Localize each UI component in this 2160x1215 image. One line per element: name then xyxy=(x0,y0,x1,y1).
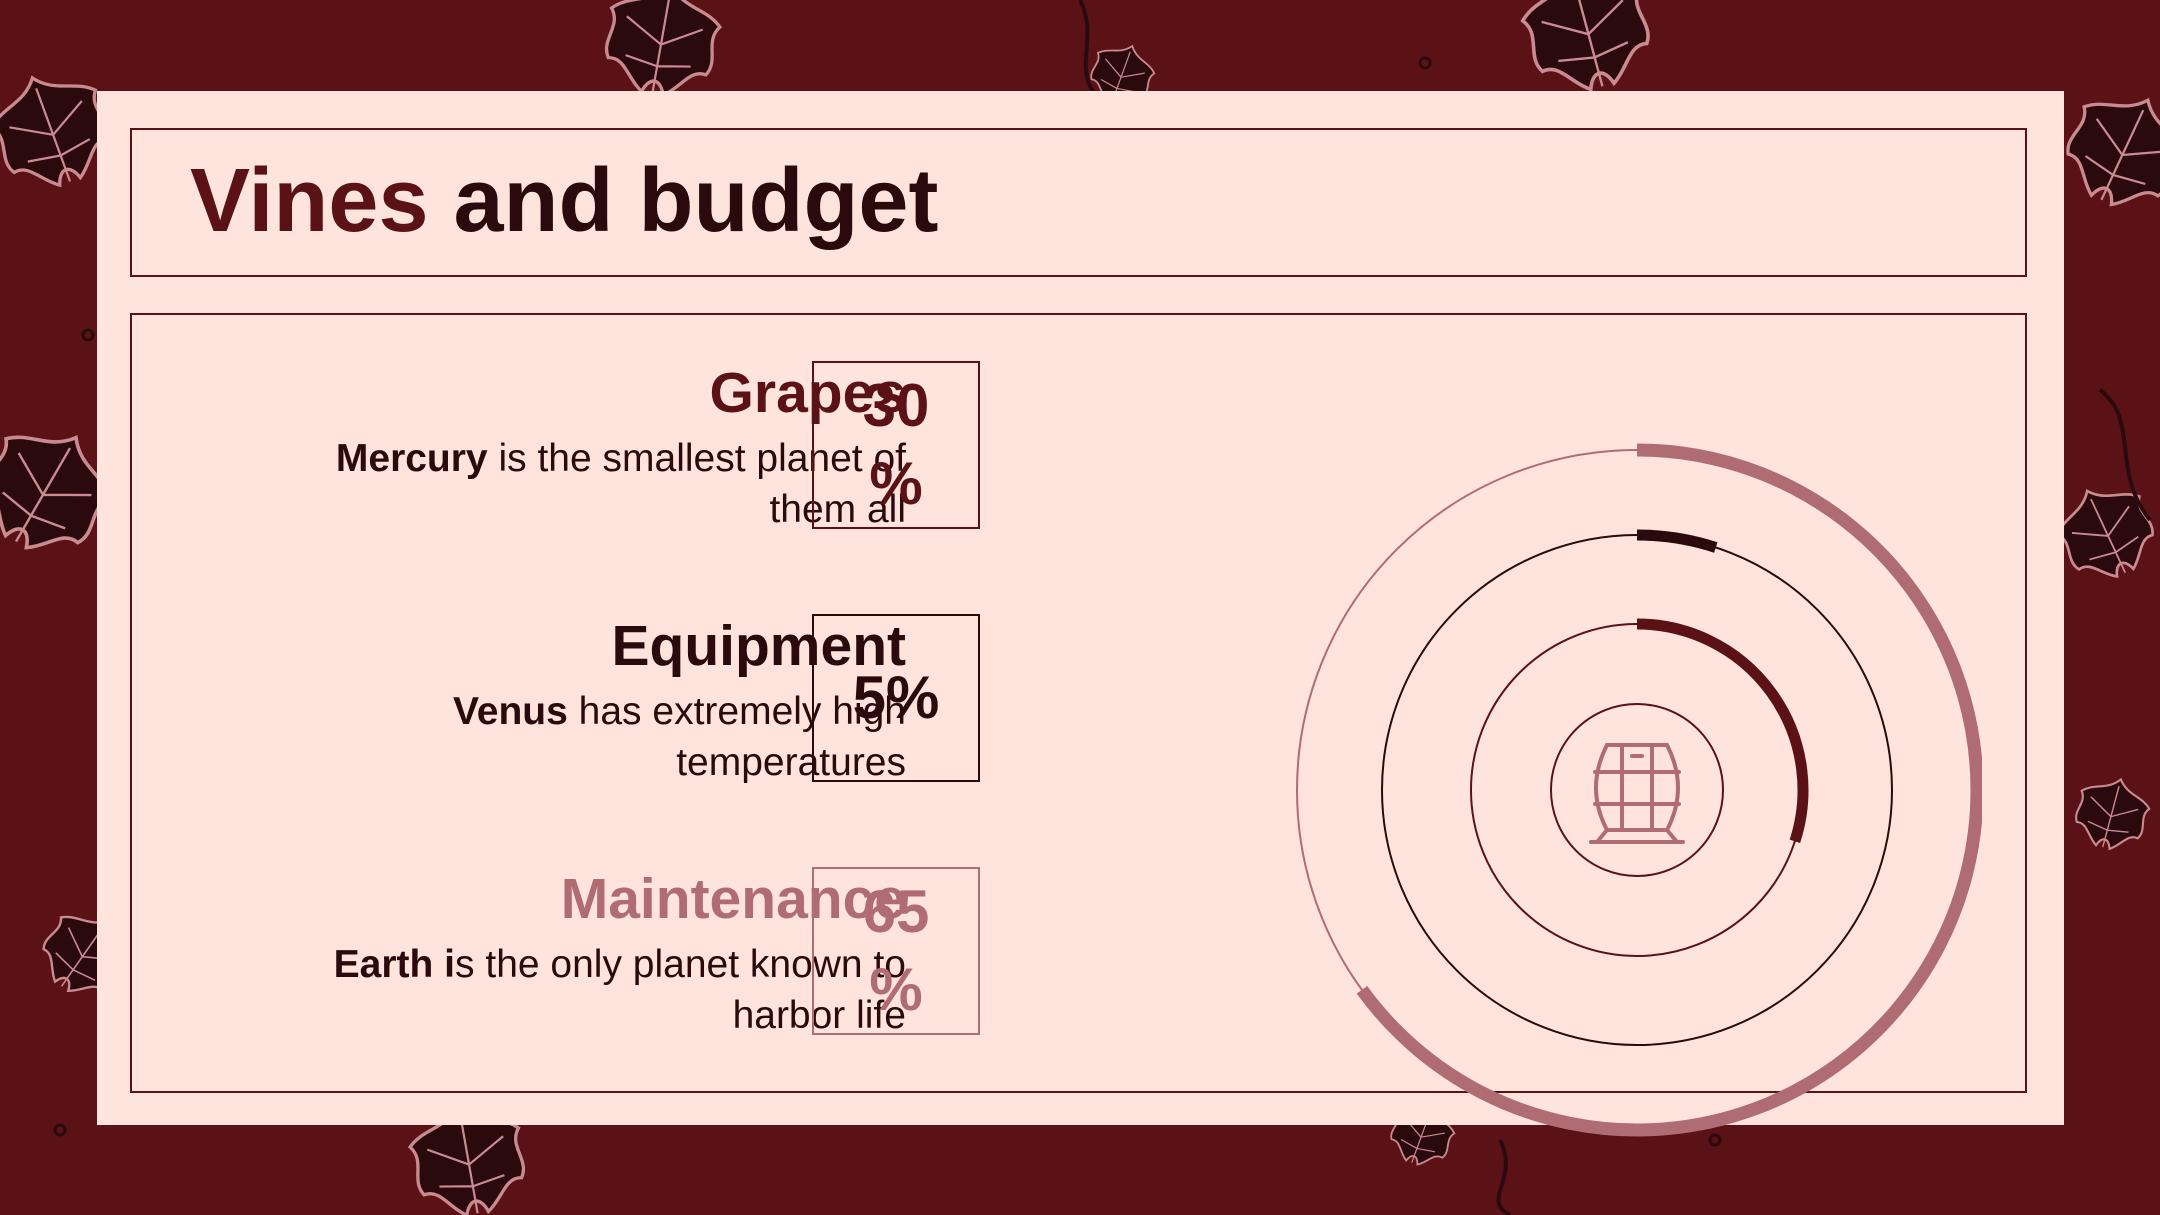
item-text: Equipment Venus has extremely high tempe… xyxy=(286,614,906,788)
desc-bold: Earth i xyxy=(333,942,456,986)
item-title: Equipment xyxy=(611,614,907,678)
item-description: Earth is the only planet known to harbor… xyxy=(286,939,906,1041)
item-value: 5% xyxy=(852,664,940,731)
page-title: Vines and budget xyxy=(190,150,938,254)
budget-item-maintenance: Maintenance Earth is the only planet kno… xyxy=(132,867,1002,1037)
desc-bold: Venus xyxy=(452,689,568,733)
ring-grapes-bar xyxy=(1636,618,1809,843)
value-box: 30% xyxy=(812,361,980,529)
wine-barrel-icon xyxy=(1589,743,1685,844)
item-text: Grapes Mercury is the smallest planet of… xyxy=(286,361,906,535)
value-box: 65% xyxy=(812,867,980,1035)
item-description: Venus has extremely high temperatures xyxy=(286,686,906,788)
item-text: Maintenance Earth is the only planet kno… xyxy=(286,867,906,1041)
value-box: 5% xyxy=(812,614,980,782)
radial-bar-chart xyxy=(1296,443,1982,1137)
title-accent-word: Vines xyxy=(190,151,429,251)
item-title: Maintenance xyxy=(560,867,906,931)
desc-bold: Mercury xyxy=(335,436,488,480)
ring-maintenance-bar xyxy=(1356,443,1982,1137)
center-circle xyxy=(1550,703,1724,877)
item-description: Mercury is the smallest planet of them a… xyxy=(286,433,906,535)
slide-card: Vines and budget Grapes Mercury is the s… xyxy=(97,91,2064,1137)
item-value: 65% xyxy=(862,878,930,1023)
budget-item-grapes: Grapes Mercury is the smallest planet of… xyxy=(132,361,1002,531)
item-value: 30% xyxy=(862,372,930,517)
desc-rest: has extremely high temperatures xyxy=(567,689,906,784)
ring-equipment-bar xyxy=(1636,529,1718,553)
budget-item-equipment: Equipment Venus has extremely high tempe… xyxy=(132,614,1002,784)
title-frame: Vines and budget xyxy=(130,128,2027,277)
desc-rest: is the smallest planet of them all xyxy=(487,436,906,531)
item-title: Grapes xyxy=(709,361,906,425)
desc-rest: s the only planet known to harbor life xyxy=(455,942,906,1037)
title-rest: and budget xyxy=(428,151,939,251)
content-frame: Grapes Mercury is the smallest planet of… xyxy=(130,313,2027,1093)
ring-equipment-track xyxy=(1381,534,1893,1046)
